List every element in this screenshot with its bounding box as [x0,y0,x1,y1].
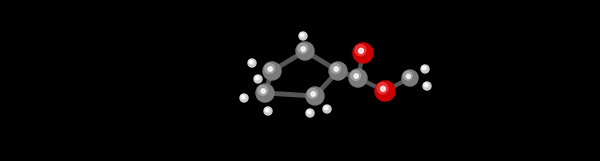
Circle shape [404,71,412,80]
Circle shape [255,76,259,80]
Circle shape [264,107,272,115]
Circle shape [380,86,386,91]
Circle shape [377,83,388,94]
Circle shape [307,110,311,114]
Circle shape [306,109,314,117]
Circle shape [425,84,427,86]
Circle shape [311,92,316,96]
Circle shape [300,33,304,37]
Circle shape [301,34,303,36]
Circle shape [242,96,244,98]
Circle shape [296,42,314,60]
Circle shape [349,69,367,87]
Circle shape [351,71,361,80]
Circle shape [258,85,268,95]
Circle shape [250,61,252,63]
Circle shape [323,105,331,113]
Circle shape [265,64,275,73]
Circle shape [249,60,253,64]
Circle shape [256,84,274,102]
Circle shape [308,89,318,98]
Circle shape [423,82,431,90]
Circle shape [299,32,307,40]
Circle shape [359,48,364,53]
Circle shape [329,62,347,80]
Circle shape [424,83,428,87]
Circle shape [375,81,395,101]
Circle shape [308,111,310,113]
Circle shape [334,67,338,71]
Circle shape [261,89,265,93]
Circle shape [402,70,418,86]
Circle shape [254,75,262,83]
Circle shape [256,77,258,79]
Circle shape [241,95,245,99]
Circle shape [298,43,308,53]
Circle shape [266,109,268,111]
Circle shape [355,45,366,56]
Circle shape [331,64,341,73]
Circle shape [324,106,328,110]
Circle shape [301,47,305,51]
Circle shape [423,67,425,69]
Circle shape [325,107,327,109]
Circle shape [248,59,256,67]
Circle shape [422,66,426,70]
Circle shape [265,108,269,112]
Circle shape [268,67,272,71]
Circle shape [306,87,324,105]
Circle shape [353,43,373,63]
Circle shape [263,62,281,80]
Circle shape [354,74,358,78]
Circle shape [406,74,410,78]
Circle shape [421,65,429,73]
Circle shape [240,94,248,102]
